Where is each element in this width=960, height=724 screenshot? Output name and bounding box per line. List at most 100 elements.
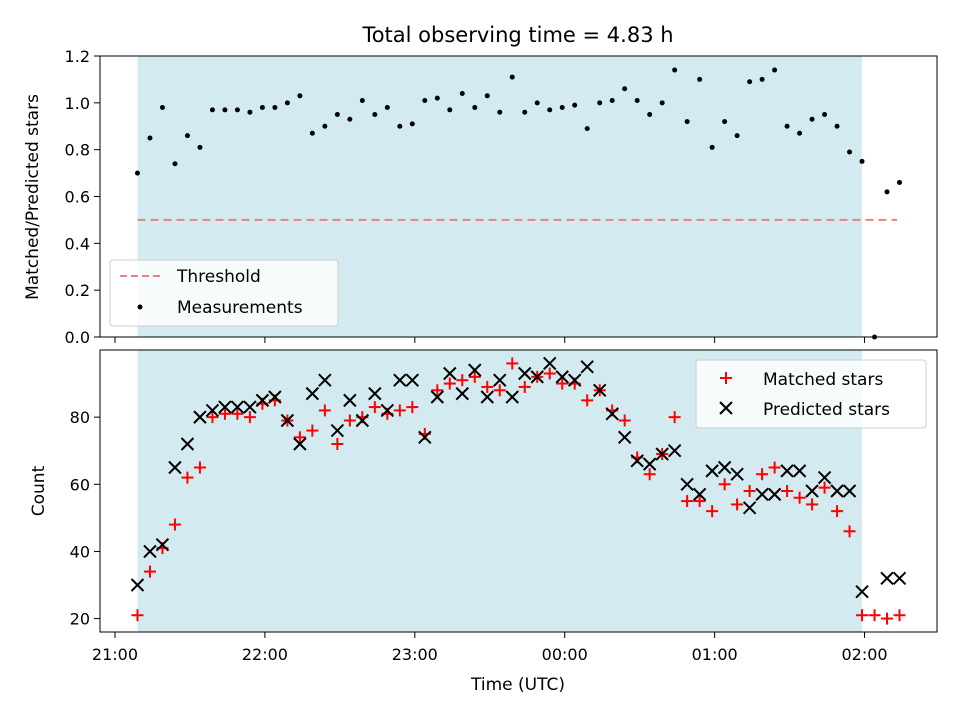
measurement-point xyxy=(422,97,428,103)
predicted-point xyxy=(130,578,145,592)
top-legend: Threshold Measurements xyxy=(109,259,339,327)
predicted-point xyxy=(742,501,757,515)
predicted-point xyxy=(592,383,607,397)
predicted-point xyxy=(792,464,807,478)
predicted-point xyxy=(380,403,395,418)
measurement-point xyxy=(509,74,515,80)
measurement-point xyxy=(397,123,403,129)
predicted-point xyxy=(443,366,457,381)
measurement-point xyxy=(147,135,153,141)
measurement-point xyxy=(747,79,753,85)
matched-point xyxy=(481,380,494,393)
matched-point xyxy=(318,404,331,417)
matched-point xyxy=(556,377,569,390)
measurement-point xyxy=(784,123,790,129)
matched-point xyxy=(781,485,794,497)
x-axis-label: Time (UTC) xyxy=(470,675,565,695)
matched-point xyxy=(181,471,194,484)
matched-point xyxy=(443,377,456,390)
predicted-point xyxy=(255,393,270,408)
matched-point xyxy=(143,565,156,578)
measurement-point xyxy=(309,130,315,136)
matched-point xyxy=(868,609,881,622)
predicted-point xyxy=(555,370,569,384)
predicted-point xyxy=(543,356,557,371)
measurement-point xyxy=(372,112,378,118)
predicted-point xyxy=(393,373,407,387)
xtick-label: 23:00 xyxy=(392,645,438,664)
matched-point xyxy=(193,461,206,474)
bottom-y-axis-label: Count xyxy=(29,465,49,516)
measurement-point xyxy=(472,105,478,111)
predicted-point xyxy=(705,464,719,478)
measurement-point xyxy=(659,100,665,106)
predicted-point xyxy=(780,464,794,478)
measurement-point xyxy=(797,130,803,136)
predicted-point xyxy=(205,403,220,418)
predicted-point xyxy=(280,413,295,428)
measurement-point xyxy=(772,67,778,73)
matched-point xyxy=(881,612,894,625)
predicted-point xyxy=(630,454,644,468)
matched-point xyxy=(793,491,806,504)
matched-point xyxy=(731,498,744,511)
top-y-axis-label: Matched/Predicted stars xyxy=(23,94,43,300)
matched-point xyxy=(243,411,256,424)
predicted-point xyxy=(642,457,657,471)
measurement-point xyxy=(434,95,440,101)
legend-measurement-label: Measurements xyxy=(177,298,303,318)
predicted-point xyxy=(230,400,245,414)
matched-point xyxy=(743,485,756,497)
measurement-point xyxy=(884,189,890,195)
measurement-point xyxy=(672,67,678,73)
predicted-point xyxy=(568,373,582,387)
matched-point xyxy=(168,518,181,531)
measurement-point xyxy=(347,116,353,122)
predicted-point xyxy=(830,484,844,498)
measurement-point xyxy=(897,179,903,185)
measurement-point xyxy=(234,107,240,113)
measurement-point xyxy=(684,119,690,125)
matched-point xyxy=(831,505,844,518)
predicted-point xyxy=(605,407,619,421)
predicted-point xyxy=(155,538,170,552)
measurement-point xyxy=(559,105,565,111)
measurement-point xyxy=(522,109,528,115)
measurement-point xyxy=(834,123,840,129)
predicted-point xyxy=(805,484,819,498)
predicted-point xyxy=(667,444,682,458)
measurement-point xyxy=(597,100,603,106)
predicted-point xyxy=(617,430,632,444)
matched-point xyxy=(368,401,381,414)
measurement-point xyxy=(184,133,190,139)
top-legend-box xyxy=(109,259,339,327)
measurement-point xyxy=(484,93,490,99)
measurement-point xyxy=(259,105,265,111)
matched-point xyxy=(406,401,419,414)
measurement-point xyxy=(722,119,728,125)
measurement-point xyxy=(572,102,578,108)
matched-point xyxy=(756,468,769,481)
legend-predicted-label: Predicted stars xyxy=(763,400,890,420)
matched-point xyxy=(306,424,319,437)
predicted-point xyxy=(655,447,669,461)
bot-ytick-label: 80 xyxy=(70,408,90,427)
measurement-point xyxy=(222,107,228,113)
matched-point xyxy=(843,525,856,538)
measurement-point xyxy=(159,105,165,111)
matched-point xyxy=(131,609,144,622)
top-ytick-label: 0.0 xyxy=(65,328,90,347)
predicted-point xyxy=(368,386,382,401)
measurement-point xyxy=(759,76,765,82)
predicted-point xyxy=(218,400,232,414)
matched-point xyxy=(581,394,594,407)
predicted-point xyxy=(892,571,907,585)
top-ytick-label: 0.8 xyxy=(65,141,90,160)
matched-point xyxy=(468,370,481,383)
bot-ytick-label: 20 xyxy=(70,610,90,629)
measurement-point xyxy=(534,100,540,106)
xtick-label: 22:00 xyxy=(242,645,288,664)
bot-ytick-label: 60 xyxy=(70,475,90,494)
predicted-point xyxy=(405,373,420,387)
matched-point xyxy=(681,495,694,508)
